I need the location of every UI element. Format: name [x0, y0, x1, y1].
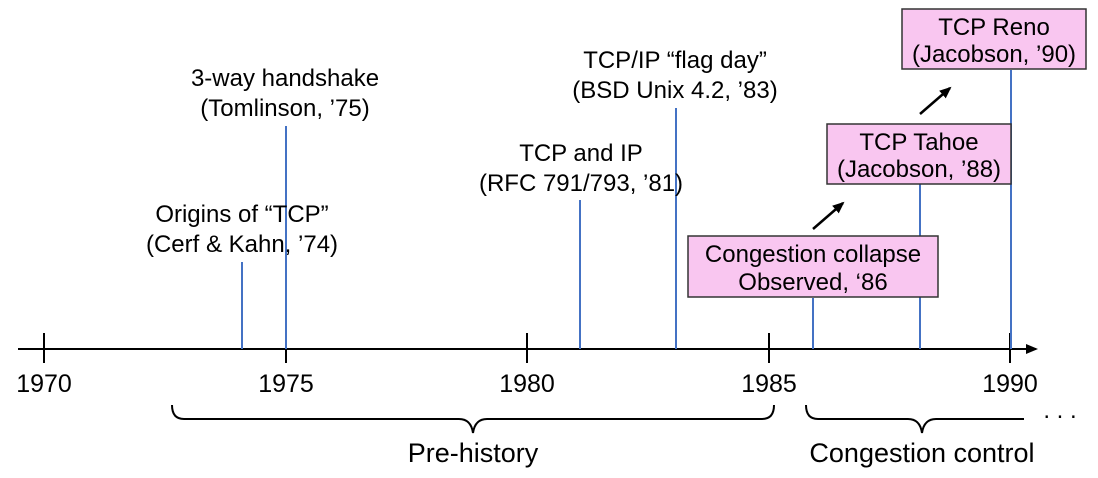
progression-arrow-to-reno [919, 86, 952, 115]
event-title: Congestion collapse [705, 241, 921, 268]
year-label-1985: 1985 [741, 370, 797, 398]
event-title: Origins of “TCP” [155, 201, 328, 228]
event-citation: (Jacobson, ’90) [912, 41, 1076, 68]
event-citation: Observed, ‘86 [738, 269, 887, 296]
event-tcp-reno: TCP Reno (Jacobson, ’90) [901, 8, 1087, 70]
era-label-pre-history: Pre-history [408, 438, 539, 468]
event-citation: (Jacobson, ’88) [837, 156, 1001, 183]
event-citation: (BSD Unix 4.2, ’83) [572, 77, 777, 104]
highlight-box [826, 123, 1012, 185]
event-title: TCP Tahoe [859, 129, 978, 156]
event-congestion-collapse: Congestion collapse Observed, ‘86 [687, 235, 939, 298]
highlight-box [687, 235, 939, 298]
era-label-congestion-control: Congestion control [809, 438, 1034, 468]
year-label-1990: 1990 [982, 370, 1038, 398]
brace-pre-history [171, 404, 775, 434]
event-title: TCP Reno [938, 14, 1050, 41]
event-title: TCP and IP [519, 140, 643, 167]
event-title: 3-way handshake [191, 65, 379, 92]
event-3-way-handshake: 3-way handshake (Tomlinson, ’75) [191, 65, 379, 122]
continuation-ellipsis: . . . [1043, 397, 1076, 424]
event-origins-tcp: Origins of “TCP” (Cerf & Kahn, ’74) [146, 201, 338, 258]
year-label-1980: 1980 [499, 370, 555, 398]
event-flag-day: TCP/IP “flag day” (BSD Unix 4.2, ’83) [572, 47, 777, 104]
event-title: TCP/IP “flag day” [583, 47, 767, 74]
year-label-1970: 1970 [16, 370, 72, 398]
brace-congestion-control [805, 404, 1024, 434]
event-citation: (RFC 791/793, ’81) [479, 170, 683, 197]
event-tcp-tahoe: TCP Tahoe (Jacobson, ’88) [826, 123, 1012, 185]
progression-arrow-to-tahoe [812, 201, 845, 230]
year-label-1975: 1975 [258, 370, 314, 398]
event-citation: (Tomlinson, ’75) [200, 95, 369, 122]
event-tcp-and-ip: TCP and IP (RFC 791/793, ’81) [479, 140, 683, 197]
event-citation: (Cerf & Kahn, ’74) [146, 231, 338, 258]
highlight-box [901, 8, 1087, 70]
